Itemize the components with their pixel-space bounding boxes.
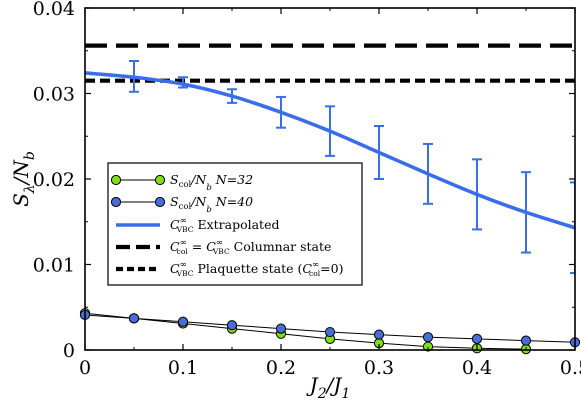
y-tick-label: 0.02 — [33, 169, 75, 191]
legend-text-part: /N — [190, 194, 207, 209]
y-tick-label: 0.01 — [33, 255, 75, 277]
legend-text-part: ∞ — [216, 238, 223, 248]
y-tick-label: 0.04 — [33, 0, 75, 20]
series-line-0 — [84, 312, 527, 350]
legend-text-part: VBC — [212, 247, 230, 256]
x-tick-label: 0 — [79, 357, 91, 379]
data-point — [324, 326, 336, 338]
legend-text-part: C — [170, 239, 180, 254]
legend-label: C∞ col = C∞ VBC Columnar state — [170, 238, 331, 256]
legend-text-part: C — [302, 261, 312, 276]
legend-text-part: C — [206, 239, 216, 254]
x-axis-title-part: 1 — [341, 386, 350, 402]
legend-text-part: /N — [190, 172, 207, 187]
legend-text-part: col — [179, 202, 192, 212]
x-axis-title-part: 2 — [317, 386, 327, 402]
y-axis-title-part: b — [22, 151, 38, 160]
data-point — [177, 316, 189, 327]
legend-text-part: col — [179, 180, 192, 190]
x-tick-label: 0.2 — [266, 357, 296, 379]
legend-text-part: C — [170, 217, 180, 232]
y-axis-title-part: λ — [22, 184, 38, 194]
data-point — [471, 333, 483, 344]
legend-text-part: ∞ — [312, 260, 319, 270]
legend-marker — [110, 196, 122, 208]
legend-marker — [154, 196, 166, 208]
y-axis-title: Sλ/Nb — [9, 151, 38, 207]
y-tick-label: 0 — [63, 340, 75, 362]
legend-marker — [154, 174, 166, 186]
legend-text-part: b — [206, 183, 211, 193]
legend-text-part: VBC — [176, 225, 194, 234]
legend-text-part: col — [177, 247, 189, 256]
data-point — [128, 313, 140, 324]
x-axis-title-part: J — [306, 373, 319, 397]
plot-area — [85, 43, 575, 275]
legend-marker — [110, 174, 122, 186]
legend-text-part: Plaquette state ( — [193, 261, 302, 276]
data-point — [520, 335, 532, 346]
legend-text-part: b — [206, 205, 211, 215]
x-axis-title: J2/J1 — [306, 373, 351, 402]
legend-text-part: ∞ — [180, 216, 187, 226]
legend-label: Scol/Nb N=32 — [170, 172, 253, 193]
legend-text-part: =0) — [320, 261, 343, 276]
legend-text-part: Columnar state — [230, 239, 332, 254]
data-point — [275, 323, 287, 334]
legend-text-part: S — [170, 194, 179, 209]
legend-label: C∞ VBC Plaquette state (C∞ col=0) — [170, 260, 343, 278]
data-point — [422, 332, 434, 343]
data-point — [226, 320, 238, 331]
legend-text-part: col — [309, 269, 321, 278]
legend-text-part: = — [188, 239, 206, 254]
plot-layer — [79, 43, 581, 355]
x-tick-label: 0.4 — [462, 357, 492, 379]
legend-label: Scol/Nb N=40 — [170, 194, 253, 215]
x-tick-label: 0.3 — [364, 357, 394, 379]
x-tick-label: 0.1 — [168, 357, 198, 379]
y-axis-title-part: S — [9, 193, 33, 207]
legend-text-part: C — [170, 261, 180, 276]
legend-text-part: N=32 — [212, 172, 253, 187]
x-tick-label: 0.5 — [560, 357, 581, 379]
legend-text-part: N=40 — [212, 194, 253, 209]
y-tick-label: 0.03 — [33, 84, 75, 106]
legend-text-part: S — [170, 172, 179, 187]
axis-layer: 0 0.1 0.2 0.3 0.4 0.5 0 0.01 0.02 0.03 0.04 J2/J1 Sλ… — [9, 0, 581, 402]
legend-label: C∞ VBC Extrapolated — [170, 216, 279, 234]
y-axis-title-part: /N — [9, 159, 33, 187]
x-axis-title-part: /J — [325, 373, 343, 397]
legend-text-part: VBC — [176, 269, 194, 278]
legend-text-part: Extrapolated — [193, 217, 279, 232]
legend-text-part: ∞ — [180, 238, 187, 248]
legend-text-part: ∞ — [180, 260, 187, 270]
data-point — [373, 329, 385, 340]
